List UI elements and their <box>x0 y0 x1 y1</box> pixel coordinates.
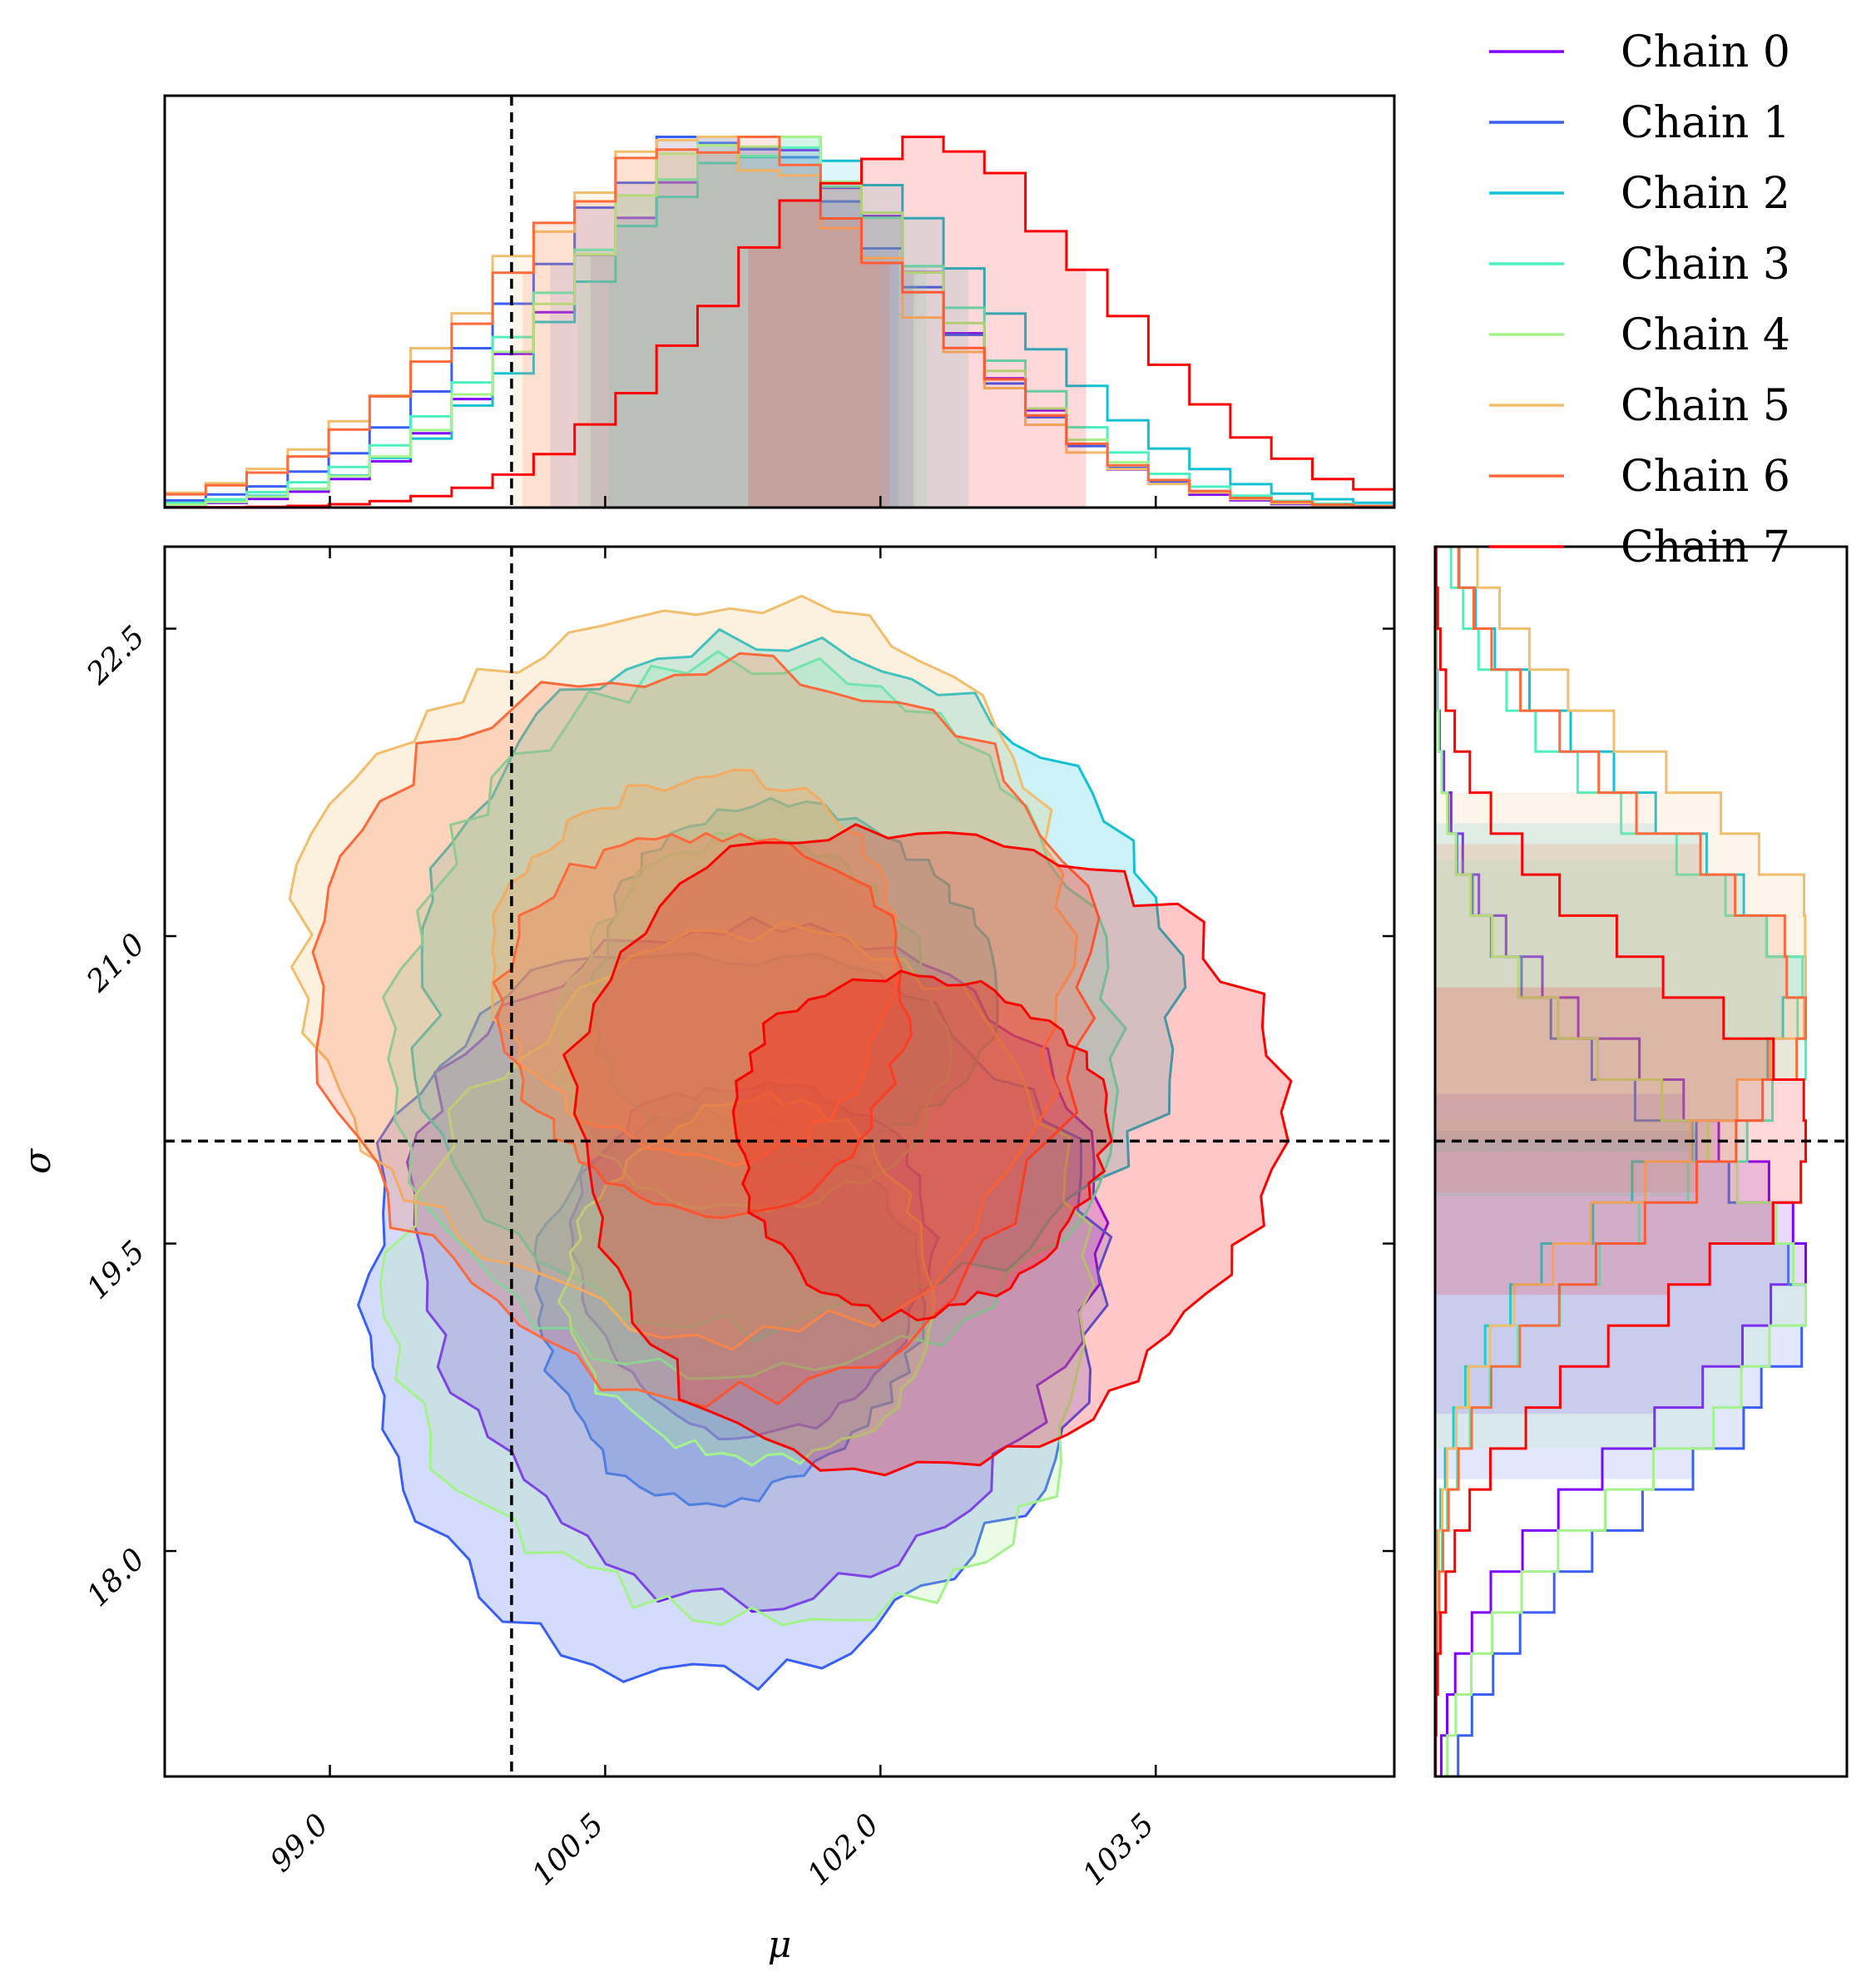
legend-label: Chain 6 <box>1621 452 1790 502</box>
sigma-hist-chain-7 <box>1435 547 1807 1776</box>
x-tick-label: 100.5 <box>526 1807 611 1892</box>
x-tick-label: 102.0 <box>801 1807 886 1892</box>
legend-label: Chain 5 <box>1621 381 1790 431</box>
sigma-hist-band-chain-1 <box>1435 1131 1806 1479</box>
top-panel-frame <box>163 94 1396 509</box>
sigma-hist-band-chain-6 <box>1435 844 1806 1192</box>
y-axis-label: σ <box>17 1147 59 1174</box>
y-tick-label: 22.5 <box>80 620 151 691</box>
legend-label: Chain 0 <box>1621 27 1790 77</box>
x-axis-label: μ <box>768 1924 792 1966</box>
truth-lines <box>165 96 1847 1776</box>
y-tick-label: 18.0 <box>81 1542 152 1613</box>
mu-hist-band-chain-1 <box>550 136 899 508</box>
right-panel-frame <box>1433 545 1849 1778</box>
sigma-hist-band-chain-0 <box>1435 1093 1806 1414</box>
sigma-hist-band-chain-3 <box>1435 860 1806 1197</box>
x-tick-label: 103.5 <box>1077 1807 1161 1892</box>
mu-hist-band-chain-3 <box>577 136 927 508</box>
sigma-marginal-histogram <box>1435 547 1807 1776</box>
contour-chain-4-outer <box>379 920 1096 1627</box>
main-panel-frame <box>163 545 1396 1778</box>
joint-contour-plot <box>288 594 1293 1691</box>
contour-chain-6-outer <box>311 652 1101 1409</box>
sigma-hist-chain-6 <box>1435 547 1807 1776</box>
mu-hist-band-chain-4 <box>587 136 918 508</box>
mu-hist-band-chain-2 <box>608 136 969 508</box>
mu-marginal-histogram <box>165 136 1394 508</box>
sigma-hist-band-chain-2 <box>1435 823 1806 1152</box>
contour-chain-3-inner <box>553 831 953 1214</box>
sigma-hist-band-chain-4 <box>1435 1120 1806 1449</box>
contour-chain-5-outer <box>288 594 1078 1351</box>
legend-label: Chain 1 <box>1621 98 1790 148</box>
sigma-hist-chain-5 <box>1435 547 1807 1776</box>
y-tick-label: 21.0 <box>80 927 151 998</box>
legend-label: Chain 3 <box>1621 240 1790 290</box>
sigma-hist-band-chain-5 <box>1435 792 1806 1142</box>
legend-label: Chain 2 <box>1621 169 1790 219</box>
contour-chain-6-inner <box>492 831 913 1219</box>
legend: Chain 0 Chain 1 Chain 2 Chain 3 Chain 4 Chain… <box>1489 27 1790 572</box>
legend-label: Chain 4 <box>1621 310 1790 360</box>
legend-label: Chain 7 <box>1621 523 1790 572</box>
mu-hist-chain-6 <box>165 136 1394 508</box>
mu-hist-band-chain-7 <box>748 136 1086 508</box>
y-tick-label: 19.5 <box>81 1235 152 1306</box>
x-tick-label: 99.0 <box>264 1807 335 1879</box>
mu-hist-band-chain-0 <box>590 136 913 508</box>
contour-chain-1-inner <box>533 1107 927 1509</box>
mu-hist-chain-7 <box>165 136 1394 508</box>
